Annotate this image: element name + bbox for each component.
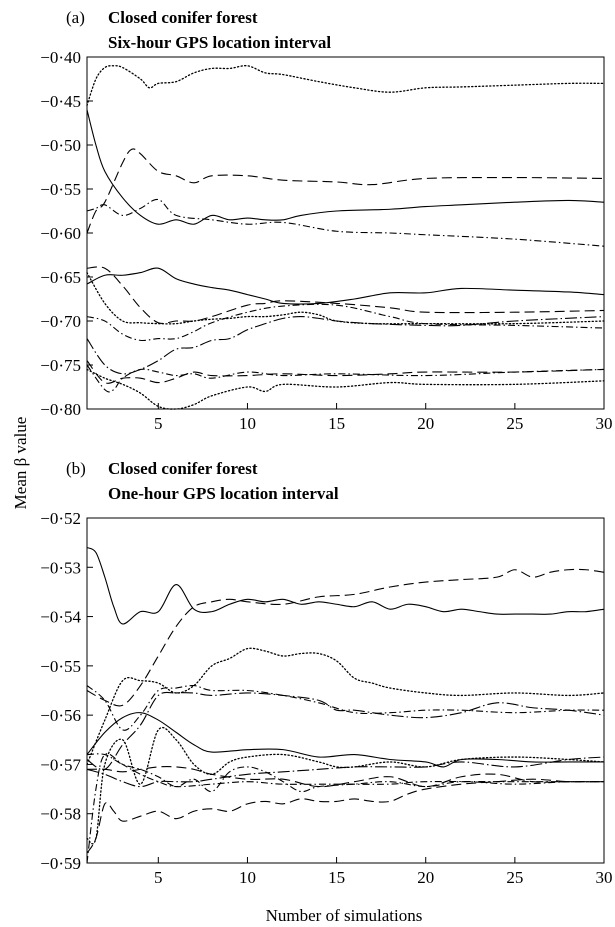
series-line-a-5 [86, 267, 605, 305]
y-tick-label: −0·56 [40, 706, 81, 725]
x-tick-label: 10 [239, 414, 256, 433]
y-tick-label: −0·52 [40, 509, 81, 528]
x-tick-label: 10 [239, 868, 256, 887]
series-line-b-1 [86, 547, 605, 625]
series-line-a-4 [86, 198, 605, 247]
series-line-a-1 [86, 65, 605, 107]
panel-a-subtitle: Six-hour GPS location interval [108, 33, 331, 52]
series-line-a-7 [86, 303, 605, 342]
series-line-b-2 [86, 568, 605, 707]
y-tick-label: −0·70 [40, 312, 81, 331]
y-tick-label: −0·53 [40, 558, 81, 577]
series-line-a-2 [86, 109, 605, 225]
series-line-b-8 [86, 766, 604, 788]
y-axis-title: Mean β value [11, 417, 30, 510]
panel-b: (b) Closed conifer forest One-hour GPS l… [40, 459, 612, 887]
panel-b-ticks: −0·52 −0·53 −0·54 −0·55 −0·56 −0·57 −0·58 −0·59… [40, 509, 612, 887]
series-line-a-10 [86, 364, 605, 393]
y-tick-label: −0·55 [40, 180, 81, 199]
y-tick-label: −0·80 [40, 400, 81, 419]
y-tick-label: −0·65 [40, 268, 81, 287]
y-tick-label: −0·45 [40, 92, 81, 111]
panel-a-lines [86, 65, 605, 410]
x-tick-label: 20 [417, 414, 434, 433]
series-line-a-3 [86, 148, 605, 234]
panel-a-letter: (a) [66, 8, 85, 27]
series-line-a-11 [86, 368, 605, 410]
series-line-b-6 [86, 712, 604, 768]
y-tick-label: −0·57 [40, 755, 81, 774]
series-line-a-9 [86, 316, 605, 375]
y-tick-label: −0·59 [40, 854, 81, 873]
x-tick-label: 25 [506, 868, 523, 887]
x-tick-label: 15 [328, 414, 345, 433]
series-line-b-5 [86, 691, 605, 771]
panel-b-subtitle: One-hour GPS location interval [108, 484, 339, 503]
y-tick-label: −0·54 [40, 608, 81, 627]
panel-a-title: Closed conifer forest [108, 8, 258, 27]
y-tick-label: −0·58 [40, 805, 81, 824]
series-line-b-3 [86, 647, 605, 766]
series-line-a-8 [86, 271, 605, 325]
panel-b-lines [86, 547, 605, 864]
y-tick-label: −0·40 [40, 48, 81, 67]
x-tick-label: 5 [154, 868, 163, 887]
x-tick-label: 5 [154, 414, 163, 433]
panel-b-frame [86, 517, 605, 864]
panel-b-letter: (b) [66, 459, 86, 478]
series-line-b-9 [86, 753, 605, 793]
series-line-b-12 [86, 753, 604, 864]
series-line-b-4 [86, 684, 605, 731]
x-tick-label: 15 [328, 868, 345, 887]
series-line-a-6 [86, 266, 605, 325]
series-line-a-12 [86, 360, 605, 384]
y-tick-label: −0·60 [40, 224, 81, 243]
panel-b-title: Closed conifer forest [108, 459, 258, 478]
x-tick-label: 30 [596, 868, 613, 887]
x-tick-label: 25 [506, 414, 523, 433]
panel-a: (a) Closed conifer forest Six-hour GPS l… [40, 8, 612, 433]
series-line-b-7 [86, 726, 605, 845]
panel-a-ticks: −0·40 −0·45 −0·50 −0·55 −0·60 −0·65 −0·70 −0·75… [40, 48, 612, 433]
series-line-b-11 [86, 778, 605, 854]
y-tick-label: −0·50 [40, 136, 81, 155]
series-line-b-10 [86, 756, 605, 788]
y-tick-label: −0·55 [40, 657, 81, 676]
x-tick-label: 20 [417, 868, 434, 887]
x-axis-title: Number of simulations [266, 906, 423, 925]
x-tick-label: 30 [596, 414, 613, 433]
y-tick-label: −0·75 [40, 356, 81, 375]
